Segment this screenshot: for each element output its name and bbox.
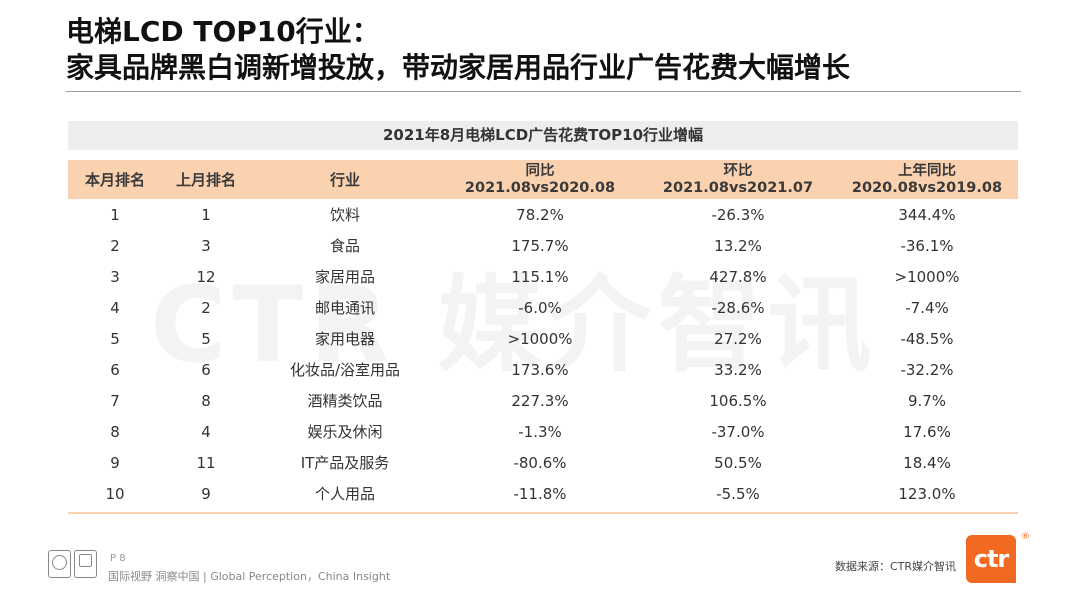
cell-industry: 家居用品 — [314, 268, 375, 286]
header-yoy-period: 2021.08vs2020.08 — [464, 179, 616, 196]
table-row: 2 3 食品 175.7% 13.2% -36.1% — [68, 230, 1018, 261]
cell-current-rank: 6 — [110, 360, 120, 379]
cell-prev-yoy: 344.4% — [898, 205, 956, 224]
table-row: 8 4 娱乐及休闲 -1.3% -37.0% 17.6% — [68, 416, 1018, 447]
cell-last-rank: 5 — [201, 329, 211, 348]
cell-mom: 13.2% — [714, 236, 762, 255]
cell-yoy: 115.1% — [511, 267, 569, 286]
table-row: 3 12 家居用品 115.1% 427.8% >1000% — [68, 261, 1018, 292]
table-row: 5 5 家用电器 >1000% 27.2% -48.5% — [68, 323, 1018, 354]
cell-prev-yoy: >1000% — [894, 267, 960, 286]
footer-tagline: 国际视野 洞察中国 | Global Perception，China Insi… — [108, 570, 391, 583]
cell-current-rank: 7 — [110, 391, 120, 410]
cell-industry: 个人用品 — [314, 485, 375, 503]
header-prev-yoy-period: 2020.08vs2019.08 — [851, 179, 1003, 196]
cell-yoy: -6.0% — [518, 298, 562, 317]
cell-current-rank: 8 — [110, 422, 120, 441]
certification-seal-icon — [48, 550, 71, 578]
cell-last-rank: 11 — [196, 453, 216, 472]
cell-industry: 食品 — [329, 237, 360, 255]
certification-logos — [48, 550, 100, 580]
table-row: 9 11 IT产品及服务 -80.6% 50.5% 18.4% — [68, 447, 1018, 478]
header-prev-yoy-label: 上年同比 — [898, 162, 956, 179]
cell-prev-yoy: 18.4% — [903, 453, 951, 472]
cell-yoy: 175.7% — [511, 236, 569, 255]
cell-industry: 饮料 — [329, 206, 360, 224]
table-row: 10 9 个人用品 -11.8% -5.5% 123.0% — [68, 478, 1018, 509]
table-row: 4 2 邮电通讯 -6.0% -28.6% -7.4% — [68, 292, 1018, 323]
cell-current-rank: 4 — [110, 298, 120, 317]
quality-check-icon — [74, 550, 97, 578]
cell-yoy: 173.6% — [511, 360, 569, 379]
table-row: 6 6 化妆品/浴室用品 173.6% 33.2% -32.2% — [68, 354, 1018, 385]
header-yoy-label: 同比 — [525, 162, 555, 179]
cell-last-rank: 2 — [201, 298, 211, 317]
cell-last-rank: 4 — [201, 422, 211, 441]
data-source: 数据来源：CTR媒介智讯 — [835, 560, 957, 573]
cell-last-rank: 3 — [201, 236, 211, 255]
cell-industry: 家用电器 — [314, 330, 375, 348]
cell-mom: 106.5% — [709, 391, 767, 410]
cell-current-rank: 1 — [110, 205, 120, 224]
table-body: 1 1 饮料 78.2% -26.3% 344.4% 2 3 食品 175.7%… — [68, 199, 1018, 509]
title-divider — [66, 91, 1021, 92]
cell-last-rank: 12 — [196, 267, 216, 286]
cell-current-rank: 2 — [110, 236, 120, 255]
cell-industry: IT产品及服务 — [300, 454, 390, 472]
cell-prev-yoy: -36.1% — [900, 236, 954, 255]
page-title-line2: 家具品牌黑白调新增投放，带动家居用品行业广告花费大幅增长 — [66, 51, 851, 84]
cell-yoy: 227.3% — [511, 391, 569, 410]
header-mom: 环比 2021.08vs2021.07 — [640, 163, 836, 197]
cell-prev-yoy: 9.7% — [907, 391, 947, 410]
cell-mom: 50.5% — [714, 453, 762, 472]
cell-mom: 33.2% — [714, 360, 762, 379]
cell-yoy: -1.3% — [518, 422, 562, 441]
header-prev-yoy: 上年同比 2020.08vs2019.08 — [836, 163, 1018, 197]
table-bottom-rule — [68, 512, 1018, 514]
cell-mom: 427.8% — [709, 267, 767, 286]
table-caption: 2021年8月电梯LCD广告花费TOP10行业增幅 — [68, 121, 1018, 150]
cell-current-rank: 10 — [105, 484, 125, 503]
ctr-logo: ctr — [966, 535, 1016, 583]
cell-mom: -37.0% — [711, 422, 765, 441]
cell-yoy: 78.2% — [516, 205, 564, 224]
cell-last-rank: 6 — [201, 360, 211, 379]
cell-last-rank: 8 — [201, 391, 211, 410]
page-title: 电梯LCD TOP10行业： 家具品牌黑白调新增投放，带动家居用品行业广告花费大… — [66, 14, 1026, 86]
page-title-line1: 电梯LCD TOP10行业： — [66, 15, 380, 48]
cell-last-rank: 1 — [201, 205, 211, 224]
cell-prev-yoy: -7.4% — [905, 298, 949, 317]
cell-current-rank: 3 — [110, 267, 120, 286]
cell-last-rank: 9 — [201, 484, 211, 503]
cell-industry: 酒精类饮品 — [307, 392, 383, 410]
table-row: 7 8 酒精类饮品 227.3% 106.5% 9.7% — [68, 385, 1018, 416]
cell-mom: -28.6% — [711, 298, 765, 317]
cell-prev-yoy: 123.0% — [898, 484, 956, 503]
cell-industry: 化妆品/浴室用品 — [289, 361, 401, 379]
table-header-row: 本月排名 上月排名 行业 同比 2021.08vs2020.08 环比 2021… — [68, 160, 1018, 199]
cell-yoy: -11.8% — [513, 484, 567, 503]
header-mom-period: 2021.08vs2021.07 — [662, 179, 814, 196]
industry-growth-table: 2021年8月电梯LCD广告花费TOP10行业增幅 本月排名 上月排名 行业 同… — [68, 121, 1018, 514]
header-last-rank: 上月排名 — [175, 171, 236, 189]
header-current-rank: 本月排名 — [84, 171, 145, 189]
page-number: P 8 — [110, 553, 126, 564]
cell-yoy: -80.6% — [513, 453, 567, 472]
cell-current-rank: 9 — [110, 453, 120, 472]
cell-yoy: >1000% — [507, 329, 573, 348]
cell-industry: 邮电通讯 — [314, 299, 375, 317]
cell-current-rank: 5 — [110, 329, 120, 348]
header-yoy: 同比 2021.08vs2020.08 — [440, 163, 640, 197]
cell-prev-yoy: -48.5% — [900, 329, 954, 348]
table-row: 1 1 饮料 78.2% -26.3% 344.4% — [68, 199, 1018, 230]
cell-mom: -26.3% — [711, 205, 765, 224]
registered-mark-icon: ® — [1021, 532, 1030, 542]
cell-prev-yoy: -32.2% — [900, 360, 954, 379]
cell-industry: 娱乐及休闲 — [307, 423, 383, 441]
cell-prev-yoy: 17.6% — [903, 422, 951, 441]
cell-mom: 27.2% — [714, 329, 762, 348]
cell-mom: -5.5% — [716, 484, 760, 503]
header-mom-label: 环比 — [723, 162, 753, 179]
header-industry: 行业 — [329, 171, 360, 189]
